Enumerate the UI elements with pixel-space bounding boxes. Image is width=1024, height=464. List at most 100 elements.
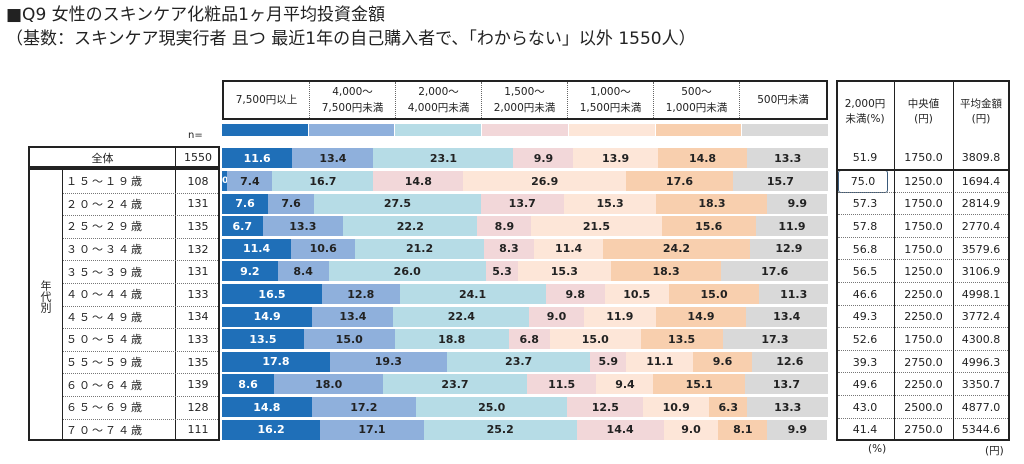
bar-segment: 10.5	[604, 284, 669, 304]
row-label: ３５～３９歳	[66, 265, 144, 279]
legend-category: 4,000～ 7,500円未満	[310, 82, 396, 118]
bar-segment: 12.9	[749, 238, 828, 259]
row-divider	[63, 192, 218, 194]
group-label: 年代別	[39, 280, 52, 313]
mean-value: 4998.1	[961, 287, 1001, 301]
row-divider	[63, 350, 218, 352]
bar-segment: 22.2	[343, 216, 478, 237]
row-n: 135	[187, 355, 209, 369]
n-column-divider	[175, 146, 176, 441]
median-value: 2250.0	[904, 378, 943, 392]
summary-header: 2,000円 未満(%)	[844, 98, 886, 125]
bar-segment: 23.1	[373, 148, 514, 168]
bar-row: 16.2 17.1 25.2 14.4 9.0 8.1 9.9	[222, 419, 828, 440]
bar-row: 7.6 7.6 27.5 13.7 15.3 18.3 9.9	[222, 193, 828, 214]
row-label: ６０～６４歳	[66, 378, 144, 392]
median-value: 1750.0	[904, 332, 943, 346]
summary-header: 中央値 (円)	[907, 98, 940, 125]
bar-row: 14.9 13.4 22.4 9.0 11.9 14.9 13.4	[222, 306, 828, 327]
group-column-divider	[62, 168, 63, 441]
row-divider	[63, 237, 218, 239]
summary-row-divider	[838, 214, 1008, 216]
legend-swatch	[742, 124, 829, 136]
row-divider	[63, 373, 218, 375]
row-n: 133	[187, 287, 209, 301]
summary-table	[836, 80, 1010, 441]
row-divider	[63, 283, 218, 284]
row-divider	[63, 396, 218, 397]
bar-segment: 13.4	[746, 306, 828, 327]
row-n: 134	[187, 310, 209, 324]
under-2000-value: 39.3	[852, 355, 878, 369]
row-n: 131	[187, 265, 209, 279]
median-value: 1750.0	[904, 197, 943, 211]
bar-segment: 13.7	[744, 374, 828, 395]
under-2000-value: 49.6	[852, 378, 878, 392]
bar-row: 13.5 15.0 18.8 6.8 15.0 13.5 17.3	[222, 329, 828, 350]
legend-swatch	[655, 124, 742, 136]
bar-segment: 17.3	[722, 329, 828, 350]
summary-row-divider	[838, 236, 1008, 238]
median-value: 1750.0	[904, 151, 943, 164]
unit-percent: (%)	[868, 443, 887, 455]
summary-col-divider	[894, 80, 895, 441]
legend-category: 500円未満	[757, 94, 809, 106]
row-label: ３０～３４歳	[66, 243, 144, 257]
bar-segment: 9.9	[513, 148, 574, 168]
median-value: 2250.0	[904, 287, 943, 301]
bar-segment: 8.9	[477, 216, 532, 237]
summary-row-divider	[838, 282, 1008, 283]
under-2000-value: 57.3	[852, 197, 878, 211]
bar-segment: 12.8	[321, 284, 400, 304]
bar-segment: 13.5	[222, 329, 304, 350]
mean-value: 4300.8	[961, 332, 1001, 346]
bar-segment: 23.7	[383, 374, 527, 395]
left-frame	[28, 168, 220, 441]
mean-value: 3772.4	[961, 310, 1001, 324]
row-divider	[63, 418, 218, 420]
row-n: 1550	[184, 151, 212, 164]
summary-row-divider	[838, 169, 1008, 171]
row-label: ４０～４４歳	[66, 288, 144, 302]
row-label: ５０～５４歳	[66, 333, 144, 347]
mean-value: 3106.9	[961, 265, 1001, 279]
under-2000-value: 49.3	[852, 310, 878, 324]
bar-row: 17.8 19.3 23.7 5.9 11.1 9.6 12.6	[222, 351, 828, 372]
row-label: ７０～７４歳	[66, 423, 144, 437]
bar-segment: 11.3	[759, 284, 828, 304]
mean-value: 5344.6	[961, 423, 1001, 437]
bar-segment: 7.6	[268, 193, 315, 214]
under-2000-value: 57.8	[852, 219, 878, 233]
chart-title: ■Q9 女性のスキンケア化粧品1ヶ月平均投資金額	[6, 5, 385, 25]
row-divider	[63, 215, 218, 217]
legend-category: 500～ 1,000円未満	[654, 82, 740, 118]
row-n: 135	[187, 219, 209, 233]
bar-segment: 15.3	[518, 261, 611, 282]
unit-yen: (円)	[985, 445, 1004, 457]
row-label: ５５～５９歳	[66, 356, 144, 370]
bar-segment: 25.2	[423, 419, 577, 440]
bar-row: 0.97.416.714.826.917.615.7	[222, 171, 828, 191]
mean-value: 3579.6	[961, 242, 1001, 256]
legend-color-strip	[222, 124, 829, 136]
bar-segment: 7.4	[227, 171, 273, 191]
bar-segment: 9.0	[529, 306, 584, 327]
bar-segment: 13.3	[262, 216, 344, 237]
legend-swatch	[308, 124, 395, 136]
bar-segment: 14.4	[576, 419, 664, 440]
row-label: ６５～６９歳	[66, 401, 144, 415]
bar-segment: 11.5	[526, 374, 597, 395]
bar-segment: 13.3	[747, 148, 828, 168]
n-label: n=	[188, 130, 203, 141]
bar-segment: 12.5	[567, 397, 644, 417]
summary-row-divider	[838, 349, 1008, 351]
bar-row: 9.2 8.4 26.0 5.3 15.3 18.3 17.6	[222, 261, 828, 282]
bar-segment: 8.4	[277, 261, 329, 282]
bar-segment: 11.9	[755, 216, 828, 237]
bar-segment: 18.3	[656, 193, 768, 214]
mean-value: 3809.8	[961, 151, 1001, 164]
bar-segment: 15.1	[653, 374, 745, 395]
legend-swatch	[222, 124, 308, 136]
bar-segment: 15.7	[732, 171, 828, 191]
row-n: 128	[187, 400, 209, 414]
